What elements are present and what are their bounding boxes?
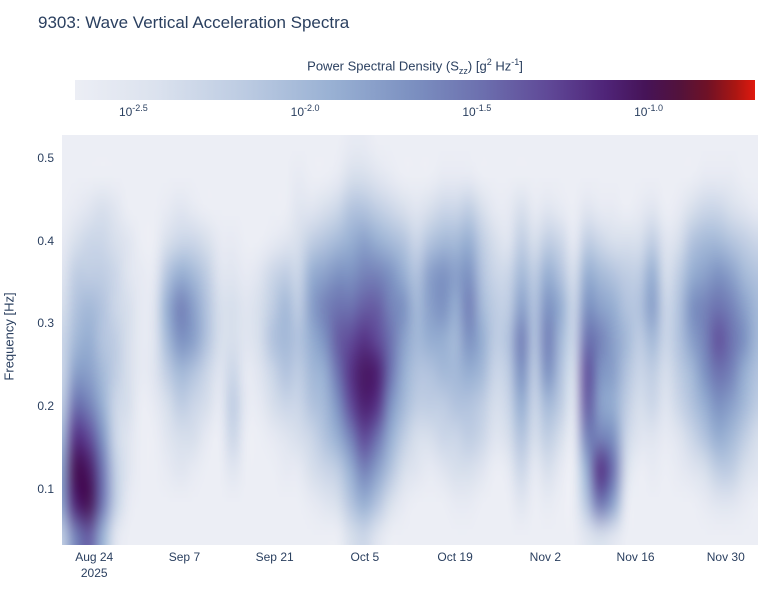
colorbar-tick-label: 10-1.0 <box>634 103 663 119</box>
colorbar-title-sup2: -1 <box>511 57 520 67</box>
y-tick-label: 0.3 <box>37 316 54 331</box>
heatmap-plot[interactable] <box>62 135 758 545</box>
colorbar-title-pre: Power Spectral Density (S <box>307 58 459 74</box>
chart-title: 9303: Wave Vertical Acceleration Spectra <box>38 13 350 32</box>
x-tick-label: Nov 16 <box>616 550 655 564</box>
x-tick-label: Oct 5 <box>350 550 380 564</box>
x-tick-label: Sep 7 <box>168 550 201 564</box>
x-tick-label: Aug 24 2025 <box>75 550 114 580</box>
y-axis-title: Frequency [Hz] <box>1 292 17 381</box>
y-tick-label: 0.1 <box>37 481 54 496</box>
colorbar-gradient <box>75 80 755 100</box>
y-tick-label: 0.4 <box>37 233 54 248</box>
colorbar-title: Power Spectral Density (Szz) [g2 Hz-1] <box>75 57 755 76</box>
colorbar-title-sup1: 2 <box>486 57 492 67</box>
colorbar-tick-label: 10-2.5 <box>118 103 148 119</box>
x-tick-label: Nov 2 <box>529 550 562 564</box>
colorbar-tick-label: 10-1.5 <box>462 103 492 119</box>
y-tick-label: 0.2 <box>37 399 54 414</box>
colorbar-tick-label: 10-2.0 <box>290 103 320 119</box>
colorbar-title-sub: zz <box>458 65 468 76</box>
colorbar-title-post: ] <box>519 58 523 74</box>
y-tick-label: 0.5 <box>37 151 54 166</box>
colorbar-title-mid: ) [g <box>467 58 487 74</box>
x-tick-label: Oct 19 <box>437 550 473 564</box>
colorbar-title-mid2: Hz <box>491 58 512 74</box>
x-tick-label: Sep 21 <box>255 550 294 564</box>
x-tick-label: Nov 30 <box>706 550 745 564</box>
